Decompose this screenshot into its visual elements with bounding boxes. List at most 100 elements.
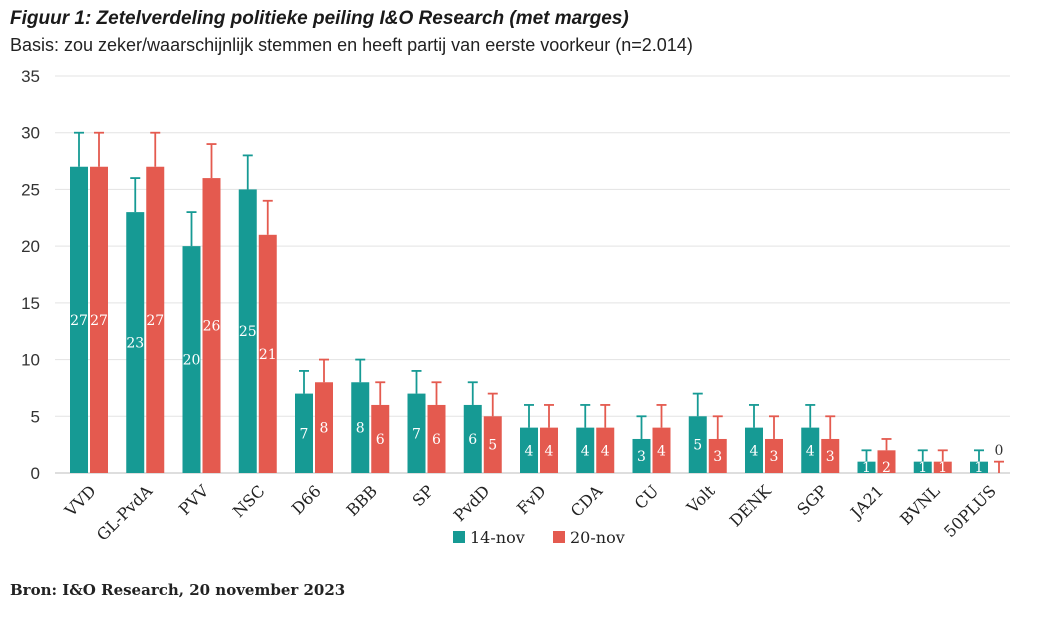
data-label: 6: [468, 432, 477, 448]
y-tick-label: 20: [21, 237, 40, 256]
bar: [652, 427, 671, 473]
data-label: 4: [750, 443, 759, 459]
data-label: 3: [637, 449, 646, 465]
bar: [351, 382, 370, 473]
bar: [126, 212, 145, 473]
legend: 14-nov 20-nov: [453, 528, 625, 547]
legend-swatch: [553, 531, 565, 543]
data-label: 4: [581, 443, 590, 459]
x-tick-label: D66: [288, 481, 325, 518]
bar: [182, 246, 201, 473]
x-tick-label: PvdD: [450, 481, 494, 525]
bar: [877, 450, 896, 473]
data-label: 1: [862, 460, 871, 476]
data-label: 7: [412, 426, 421, 442]
data-label: 27: [146, 313, 164, 329]
bar: [258, 234, 277, 473]
bar: [540, 427, 558, 473]
bar: [295, 393, 313, 473]
bar: [407, 393, 426, 473]
data-label: 4: [545, 443, 554, 459]
legend-swatch: [453, 531, 465, 543]
bar: [632, 438, 651, 473]
y-tick-label: 25: [21, 180, 40, 199]
y-tick-label: 15: [21, 294, 40, 313]
data-label: 4: [657, 443, 666, 459]
data-label: 3: [713, 449, 722, 465]
x-tick-label: PVV: [175, 481, 213, 519]
data-label: 1: [975, 460, 984, 476]
data-label: 6: [432, 432, 441, 448]
chart-title: Figuur 1: Zetelverdeling politieke peili…: [10, 8, 629, 29]
y-tick-label: 35: [21, 67, 40, 86]
x-tick-label: JA21: [845, 481, 887, 523]
x-tick-label: BBB: [343, 481, 381, 519]
data-label: 0: [995, 443, 1004, 459]
data-label: 5: [488, 438, 497, 454]
data-label: 2: [882, 460, 891, 476]
data-label: 20: [183, 353, 201, 369]
bar: [427, 404, 446, 473]
data-label: 5: [693, 438, 702, 454]
bar: [371, 404, 390, 473]
bar: [745, 427, 763, 473]
bar: [90, 166, 108, 473]
bar: [576, 427, 595, 473]
y-tick-label: 5: [31, 407, 40, 426]
bar: [238, 189, 257, 473]
data-label: 23: [126, 336, 144, 352]
data-label: 3: [826, 449, 835, 465]
x-tick-label: SGP: [793, 481, 831, 519]
data-label: 26: [203, 319, 221, 335]
x-tick-label: SP: [409, 481, 438, 510]
y-tick-label: 10: [21, 351, 40, 370]
bar: [463, 404, 482, 473]
bar: [857, 461, 876, 473]
bar: [596, 427, 615, 473]
data-label: 4: [806, 443, 815, 459]
x-tick-label: Volt: [682, 481, 719, 518]
bar: [765, 438, 783, 473]
bar: [933, 461, 952, 473]
chart-subtitle: Basis: zou zeker/waarschijnlijk stemmen …: [10, 35, 693, 55]
y-tick-label: 0: [31, 464, 40, 483]
x-tick-label: BVNL: [896, 481, 944, 529]
data-label: 1: [918, 460, 927, 476]
bar: [70, 166, 88, 473]
data-label: 27: [90, 313, 108, 329]
bar: [520, 427, 538, 473]
bar: [688, 416, 707, 473]
x-tick-label: CU: [631, 481, 663, 513]
data-label: 27: [70, 313, 88, 329]
legend-label: 20-nov: [570, 528, 625, 547]
y-tick-label: 30: [21, 124, 40, 143]
bar: [708, 438, 727, 473]
x-tick-label: GL-PvdA: [93, 481, 157, 545]
bar: [801, 427, 820, 473]
bar: [970, 461, 988, 473]
bar: [202, 178, 221, 474]
bar: [146, 166, 165, 473]
data-label: 4: [525, 443, 534, 459]
data-label: 8: [356, 421, 365, 437]
source-note: Bron: I&O Research, 20 november 2023: [10, 581, 346, 599]
x-tick-label: CDA: [567, 481, 607, 521]
x-tick-label: FvD: [513, 481, 550, 518]
data-label: 4: [601, 443, 610, 459]
bar: [913, 461, 932, 473]
legend-label: 14-nov: [470, 528, 525, 547]
bar: [315, 382, 333, 473]
data-label: 7: [300, 426, 309, 442]
x-tick-label: NSC: [229, 481, 269, 521]
data-label: 3: [770, 449, 779, 465]
data-label: 6: [376, 432, 385, 448]
y-axis: 0 5 10 15 20 25 30 35: [21, 67, 40, 483]
x-tick-label: VVD: [60, 481, 100, 521]
x-tick-label: DENK: [726, 481, 776, 531]
data-label: 25: [239, 324, 257, 340]
bar: [483, 416, 502, 473]
data-label: 1: [938, 460, 947, 476]
